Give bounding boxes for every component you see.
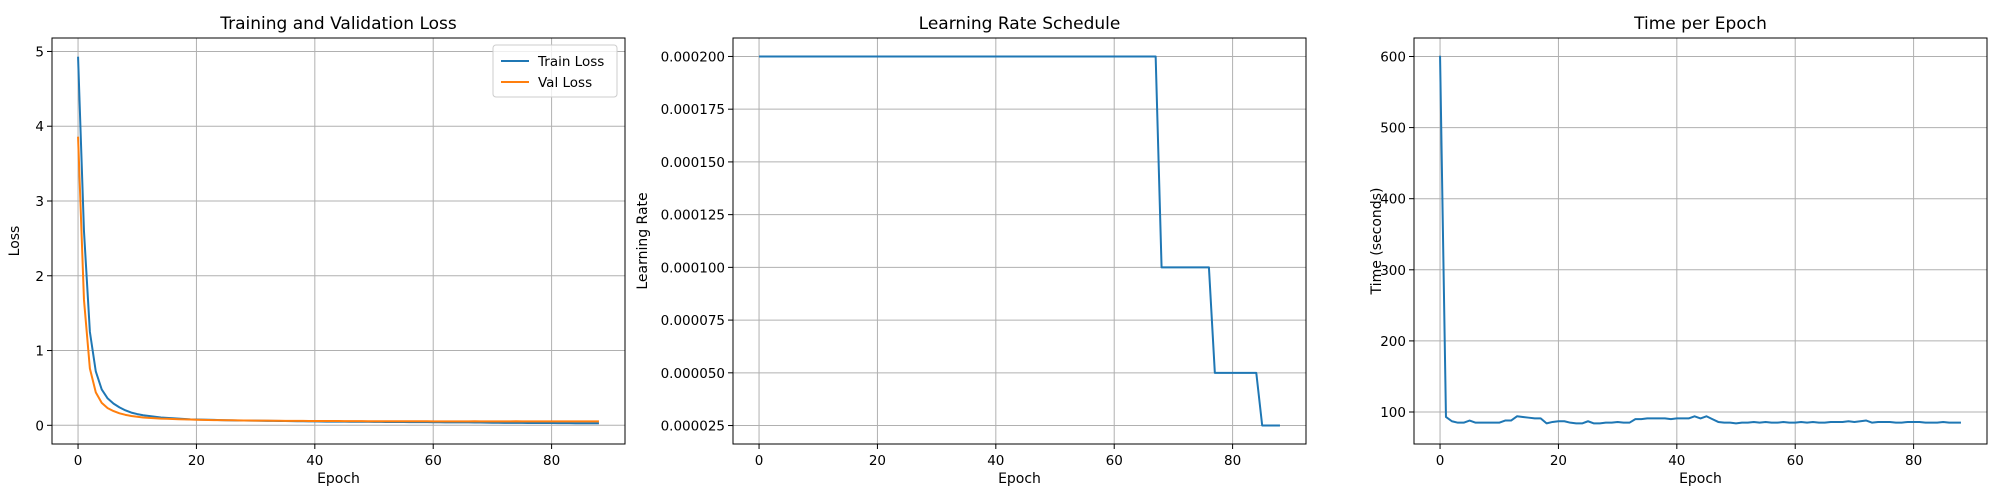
x-tick-label: 0 (755, 453, 764, 469)
y-tick-label: 0.000075 (661, 313, 725, 329)
chart-panel-0: 0 20 40 60 80 0 1 2 3 4 5 Training and Validation L… (7, 14, 626, 487)
y-tick-label: 500 (1380, 121, 1406, 137)
chart-title: Time per Epoch (1633, 14, 1767, 34)
axes-frame (732, 37, 1307, 445)
y-axis-label: Loss (7, 226, 23, 257)
x-axis-label: Epoch (998, 471, 1041, 487)
x-axis-label: Epoch (317, 471, 360, 487)
y-tick-label: 600 (1380, 49, 1406, 65)
y-tick-label: 0.000025 (661, 419, 725, 435)
legend-label: Val Loss (538, 75, 592, 91)
x-axis-label: Epoch (1679, 471, 1722, 487)
legend: Train Loss Val Loss (492, 44, 618, 98)
y-tick-label: 0.000150 (661, 155, 725, 171)
series-line-0 (77, 56, 599, 425)
y-tick-label: 0.000100 (661, 260, 725, 276)
x-tick-label: 40 (987, 453, 1004, 469)
series-line-0 (759, 55, 1280, 427)
y-tick-label: 0.000200 (661, 49, 725, 65)
y-axis-label: Learning Rate (635, 192, 651, 289)
y-tick-label: 400 (1380, 192, 1406, 208)
x-tick-label: 80 (1224, 453, 1241, 469)
y-tick-label: 1 (35, 344, 44, 360)
x-tick-label: 60 (425, 453, 442, 469)
y-tick-label: 300 (1380, 263, 1406, 279)
series-line-0 (1439, 55, 1961, 425)
axes-frame (1413, 37, 1988, 445)
y-tick-label: 0.000050 (661, 366, 725, 382)
x-tick-label: 80 (543, 453, 560, 469)
chart-title: Learning Rate Schedule (919, 14, 1121, 34)
x-tick-label: 60 (1106, 453, 1123, 469)
x-tick-label: 0 (74, 453, 83, 469)
legend-label: Train Loss (537, 54, 604, 70)
axes-frame (51, 37, 626, 445)
y-tick-label: 200 (1380, 334, 1406, 350)
legend-box (492, 44, 618, 98)
x-tick-label: 80 (1905, 453, 1922, 469)
y-tick-label: 2 (35, 269, 44, 285)
y-tick-label: 4 (35, 119, 44, 135)
y-tick-label: 3 (35, 194, 44, 210)
y-tick-label: 5 (35, 44, 44, 60)
x-tick-label: 60 (1787, 453, 1804, 469)
chart-panel-2: 0 20 40 60 80 100 200 300 400 500 600 Time per Epoc… (1369, 14, 1988, 487)
y-tick-label: 0.000125 (661, 208, 725, 224)
x-tick-label: 40 (306, 453, 323, 469)
y-tick-label: 0 (35, 418, 44, 434)
x-tick-label: 20 (1550, 453, 1567, 469)
chart-title: Training and Validation Loss (219, 14, 457, 34)
x-tick-label: 20 (869, 453, 886, 469)
x-tick-label: 40 (1668, 453, 1685, 469)
series-line-1 (77, 136, 599, 423)
y-tick-label: 0.000175 (661, 102, 725, 118)
x-tick-label: 0 (1436, 453, 1445, 469)
chart-panel-1: 0 20 40 60 80 0.000025 0.000050 0.000075 0.00010… (635, 14, 1307, 487)
y-axis-label: Time (seconds) (1369, 188, 1385, 296)
y-tick-label: 100 (1380, 405, 1406, 421)
x-tick-label: 20 (188, 453, 205, 469)
